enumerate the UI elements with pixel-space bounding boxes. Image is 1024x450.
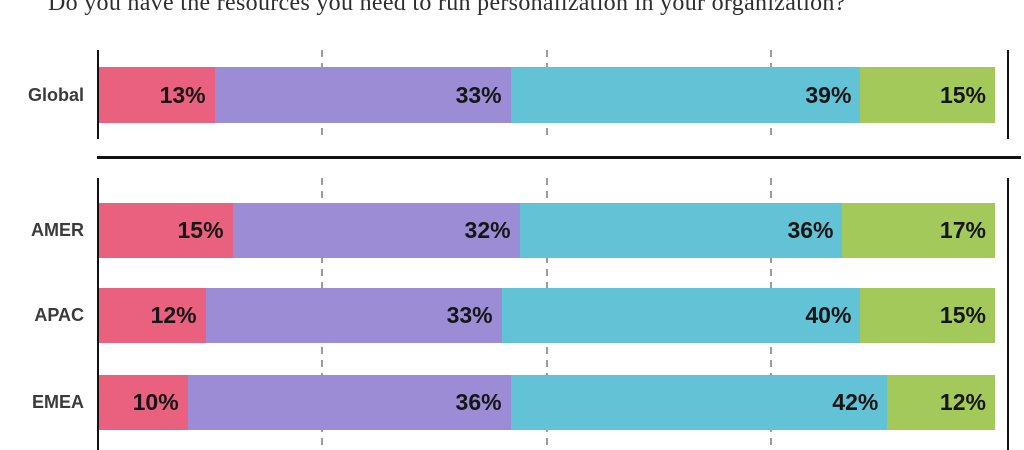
bar-segment-pink-segment: 12% (98, 288, 206, 343)
stacked-bar-row: 10% 36% 42% 12% (98, 375, 995, 430)
stacked-bar-row: 15% 32% 36% 17% (98, 203, 995, 258)
bar-segment-green-segment: 17% (842, 203, 995, 258)
segment-value-label: 12% (939, 389, 986, 415)
segment-value-label: 15% (939, 302, 986, 328)
segment-value-label: 42% (832, 389, 879, 415)
bar-segment-teal-segment: 39% (510, 67, 861, 123)
segment-value-label: 12% (150, 302, 197, 328)
segment-value-label: 36% (455, 389, 502, 415)
chart-title: Do you have the resources you need to ru… (48, 0, 846, 16)
bar-segment-green-segment: 12% (887, 375, 995, 430)
bar-segment-purple-segment: 33% (214, 67, 511, 123)
stacked-bar-row: 13% 33% 39% 15% (98, 67, 995, 123)
global-chart-group: Global 13% 33% 39% 15% (0, 50, 1024, 139)
stacked-bar-row: 12% 33% 40% 15% (98, 288, 995, 343)
segment-value-label: 15% (177, 217, 224, 243)
bar-segment-green-segment: 15% (860, 67, 995, 123)
bar-segment-purple-segment: 36% (187, 375, 511, 430)
segment-value-label: 17% (939, 217, 986, 243)
bar-segment-purple-segment: 32% (232, 203, 520, 258)
bar-segment-pink-segment: 15% (98, 203, 233, 258)
segment-value-label: 15% (939, 81, 986, 108)
segment-value-label: 36% (787, 217, 834, 243)
bar-segment-teal-segment: 36% (519, 203, 843, 258)
bar-segment-green-segment: 15% (860, 288, 995, 343)
segment-value-label: 39% (805, 81, 852, 108)
category-label: EMEA (31, 392, 84, 412)
segment-value-label: 32% (464, 217, 511, 243)
regions-chart-group: AMER 15% 32% 36% 17% APAC 12% 33% 40% 15% EMEA 10% 3… (0, 178, 1024, 450)
bar-segment-teal-segment: 40% (501, 288, 861, 343)
segment-value-label: 13% (159, 81, 206, 108)
group-divider (97, 156, 1021, 159)
left-axis-line (97, 50, 99, 139)
bar-segment-purple-segment: 33% (205, 288, 502, 343)
segment-value-label: 40% (805, 302, 852, 328)
left-axis-line (97, 178, 99, 450)
category-label: APAC (34, 305, 84, 325)
right-axis-line (1007, 50, 1009, 139)
category-label: Global (27, 84, 84, 105)
segment-value-label: 10% (132, 389, 179, 415)
right-axis-line (1007, 178, 1009, 450)
segment-value-label: 33% (446, 302, 493, 328)
bar-segment-pink-segment: 13% (98, 67, 215, 123)
category-label: AMER (31, 220, 84, 240)
bar-segment-pink-segment: 10% (98, 375, 188, 430)
bar-segment-teal-segment: 42% (510, 375, 888, 430)
segment-value-label: 33% (455, 81, 502, 108)
